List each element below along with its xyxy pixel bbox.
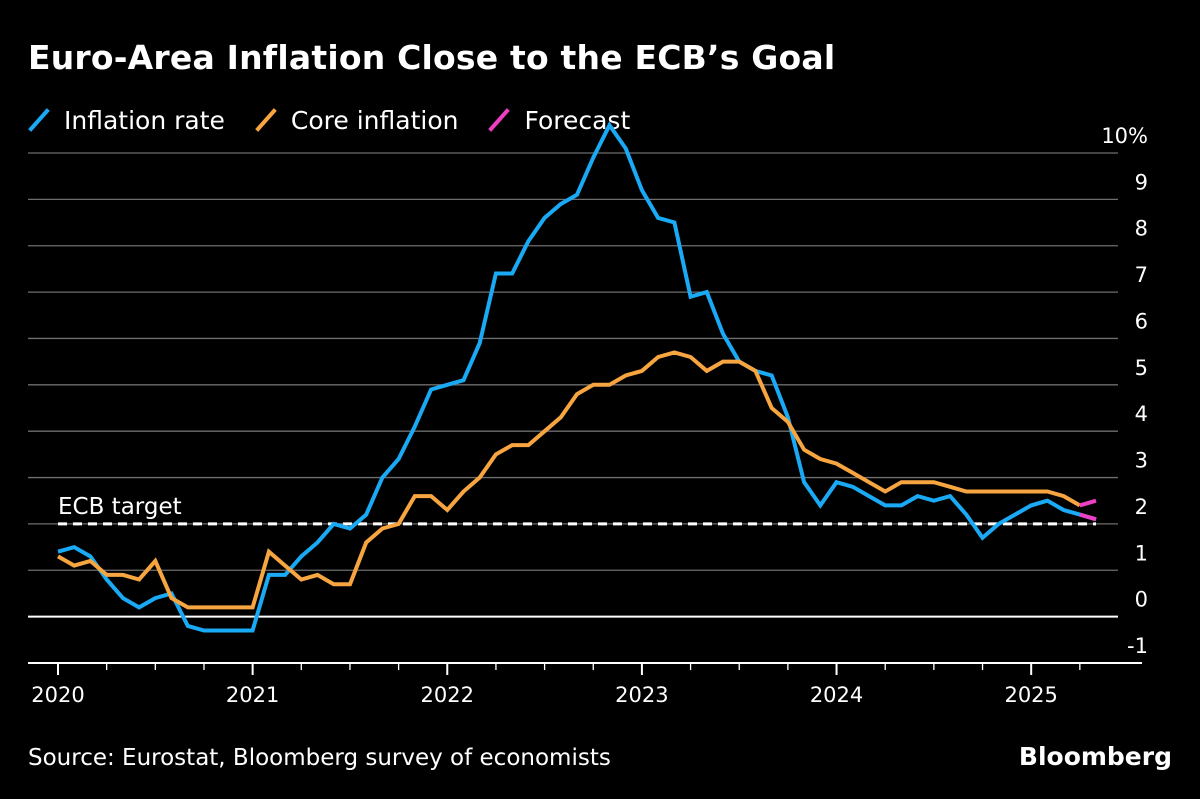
legend-swatch-forecast-icon	[488, 108, 511, 132]
series-line-forecast	[1079, 512, 1097, 522]
y-tick-label: 7	[1135, 263, 1148, 287]
series-line-inflation-rate	[57, 121, 1097, 633]
source-note: Source: Eurostat, Bloomberg survey of ec…	[28, 745, 611, 771]
legend-swatch-inflation-rate-icon	[28, 108, 50, 132]
y-tick-label: 5	[1135, 356, 1148, 380]
x-tick-label: 2020	[31, 683, 84, 707]
y-tick-label: -1	[1127, 634, 1148, 658]
ecb-target-label: ECB target	[58, 494, 182, 520]
series-line-core-inflation	[57, 350, 1081, 610]
y-tick-label: 4	[1135, 402, 1148, 426]
legend-label-core-inflation: Core inflation	[290, 105, 459, 135]
series-line-forecast	[1079, 498, 1097, 508]
legend-item-core-inflation: Core inflation	[255, 105, 459, 135]
legend: Inflation rate Core inflation Forecast	[28, 104, 660, 136]
y-tick-label: 8	[1135, 217, 1148, 241]
x-tick-label: 2025	[1004, 683, 1057, 707]
legend-label-inflation-rate: Inflation rate	[64, 105, 225, 135]
y-tick-label: 9	[1135, 170, 1148, 194]
y-tick-label: 3	[1135, 449, 1148, 473]
x-tick-label: 2021	[226, 683, 279, 707]
y-tick-label: 6	[1135, 309, 1148, 333]
y-tick-label: 1	[1135, 541, 1148, 565]
x-tick-label: 2023	[615, 683, 668, 707]
chart-title: Euro-Area Inflation Close to the ECB’s G…	[28, 38, 836, 77]
x-tick-label: 2024	[810, 683, 863, 707]
y-tick-label: 10%	[1101, 124, 1148, 148]
x-tick-label: 2022	[421, 683, 474, 707]
legend-swatch-core-inflation-icon	[255, 108, 277, 132]
legend-item-inflation-rate: Inflation rate	[28, 106, 225, 135]
y-tick-label: 2	[1135, 495, 1148, 519]
bloomberg-logo: Bloomberg	[1018, 742, 1172, 771]
y-tick-label: 0	[1135, 588, 1148, 612]
